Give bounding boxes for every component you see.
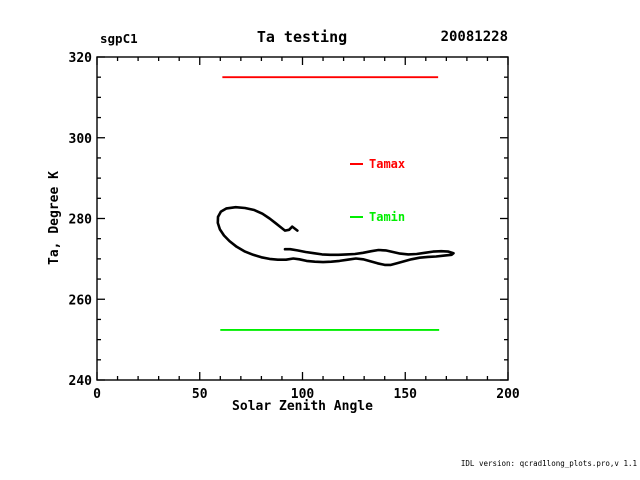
tamax-line-swatch bbox=[350, 162, 363, 165]
legend-label-tamin: Tamin bbox=[369, 209, 406, 224]
legend-label-tamax: Tamax bbox=[369, 156, 406, 171]
plot-frame bbox=[96, 56, 509, 381]
plot-title: Ta testing bbox=[256, 28, 348, 46]
idl-version-text: IDL version: qcrad1long_plots.pro,v 1.1 bbox=[460, 458, 637, 468]
legend-row-tamin: Tamin bbox=[350, 209, 405, 224]
tamin-line-swatch bbox=[350, 215, 363, 218]
footer-right: IDL version: qcrad1long_plots.pro,v 1.1 … bbox=[402, 445, 637, 480]
x-tick-label: 200 bbox=[496, 387, 520, 402]
x-tick-label: 0 bbox=[93, 387, 101, 402]
y-tick-label: 280 bbox=[69, 213, 93, 228]
x-axis-label: Solar Zenith Angle bbox=[232, 399, 373, 414]
site-label: sgpC1 bbox=[100, 31, 138, 46]
x-tick-label: 50 bbox=[192, 387, 208, 402]
y-tick-label: 260 bbox=[69, 293, 93, 308]
date-label: 20081228 bbox=[440, 29, 508, 45]
ta-data-curve bbox=[216, 205, 455, 267]
x-tick-label: 100 bbox=[291, 387, 315, 402]
y-tick-label: 320 bbox=[69, 51, 93, 66]
axis-ticks bbox=[96, 56, 509, 381]
tick-labels: 0 50 100 150 200 240 260 280 300 320 bbox=[69, 51, 520, 402]
legend: Tamax Tamin bbox=[350, 118, 405, 262]
footer-left: Wed Jan 7 02:04:51 2009 Battelle Pacific… bbox=[5, 449, 333, 480]
x-tick-label: 150 bbox=[394, 387, 418, 402]
y-tick-label: 240 bbox=[69, 374, 93, 389]
y-axis-label: Ta, Degree K bbox=[47, 171, 62, 265]
legend-row-tamax: Tamax bbox=[350, 156, 405, 171]
y-tick-label: 300 bbox=[69, 132, 93, 147]
